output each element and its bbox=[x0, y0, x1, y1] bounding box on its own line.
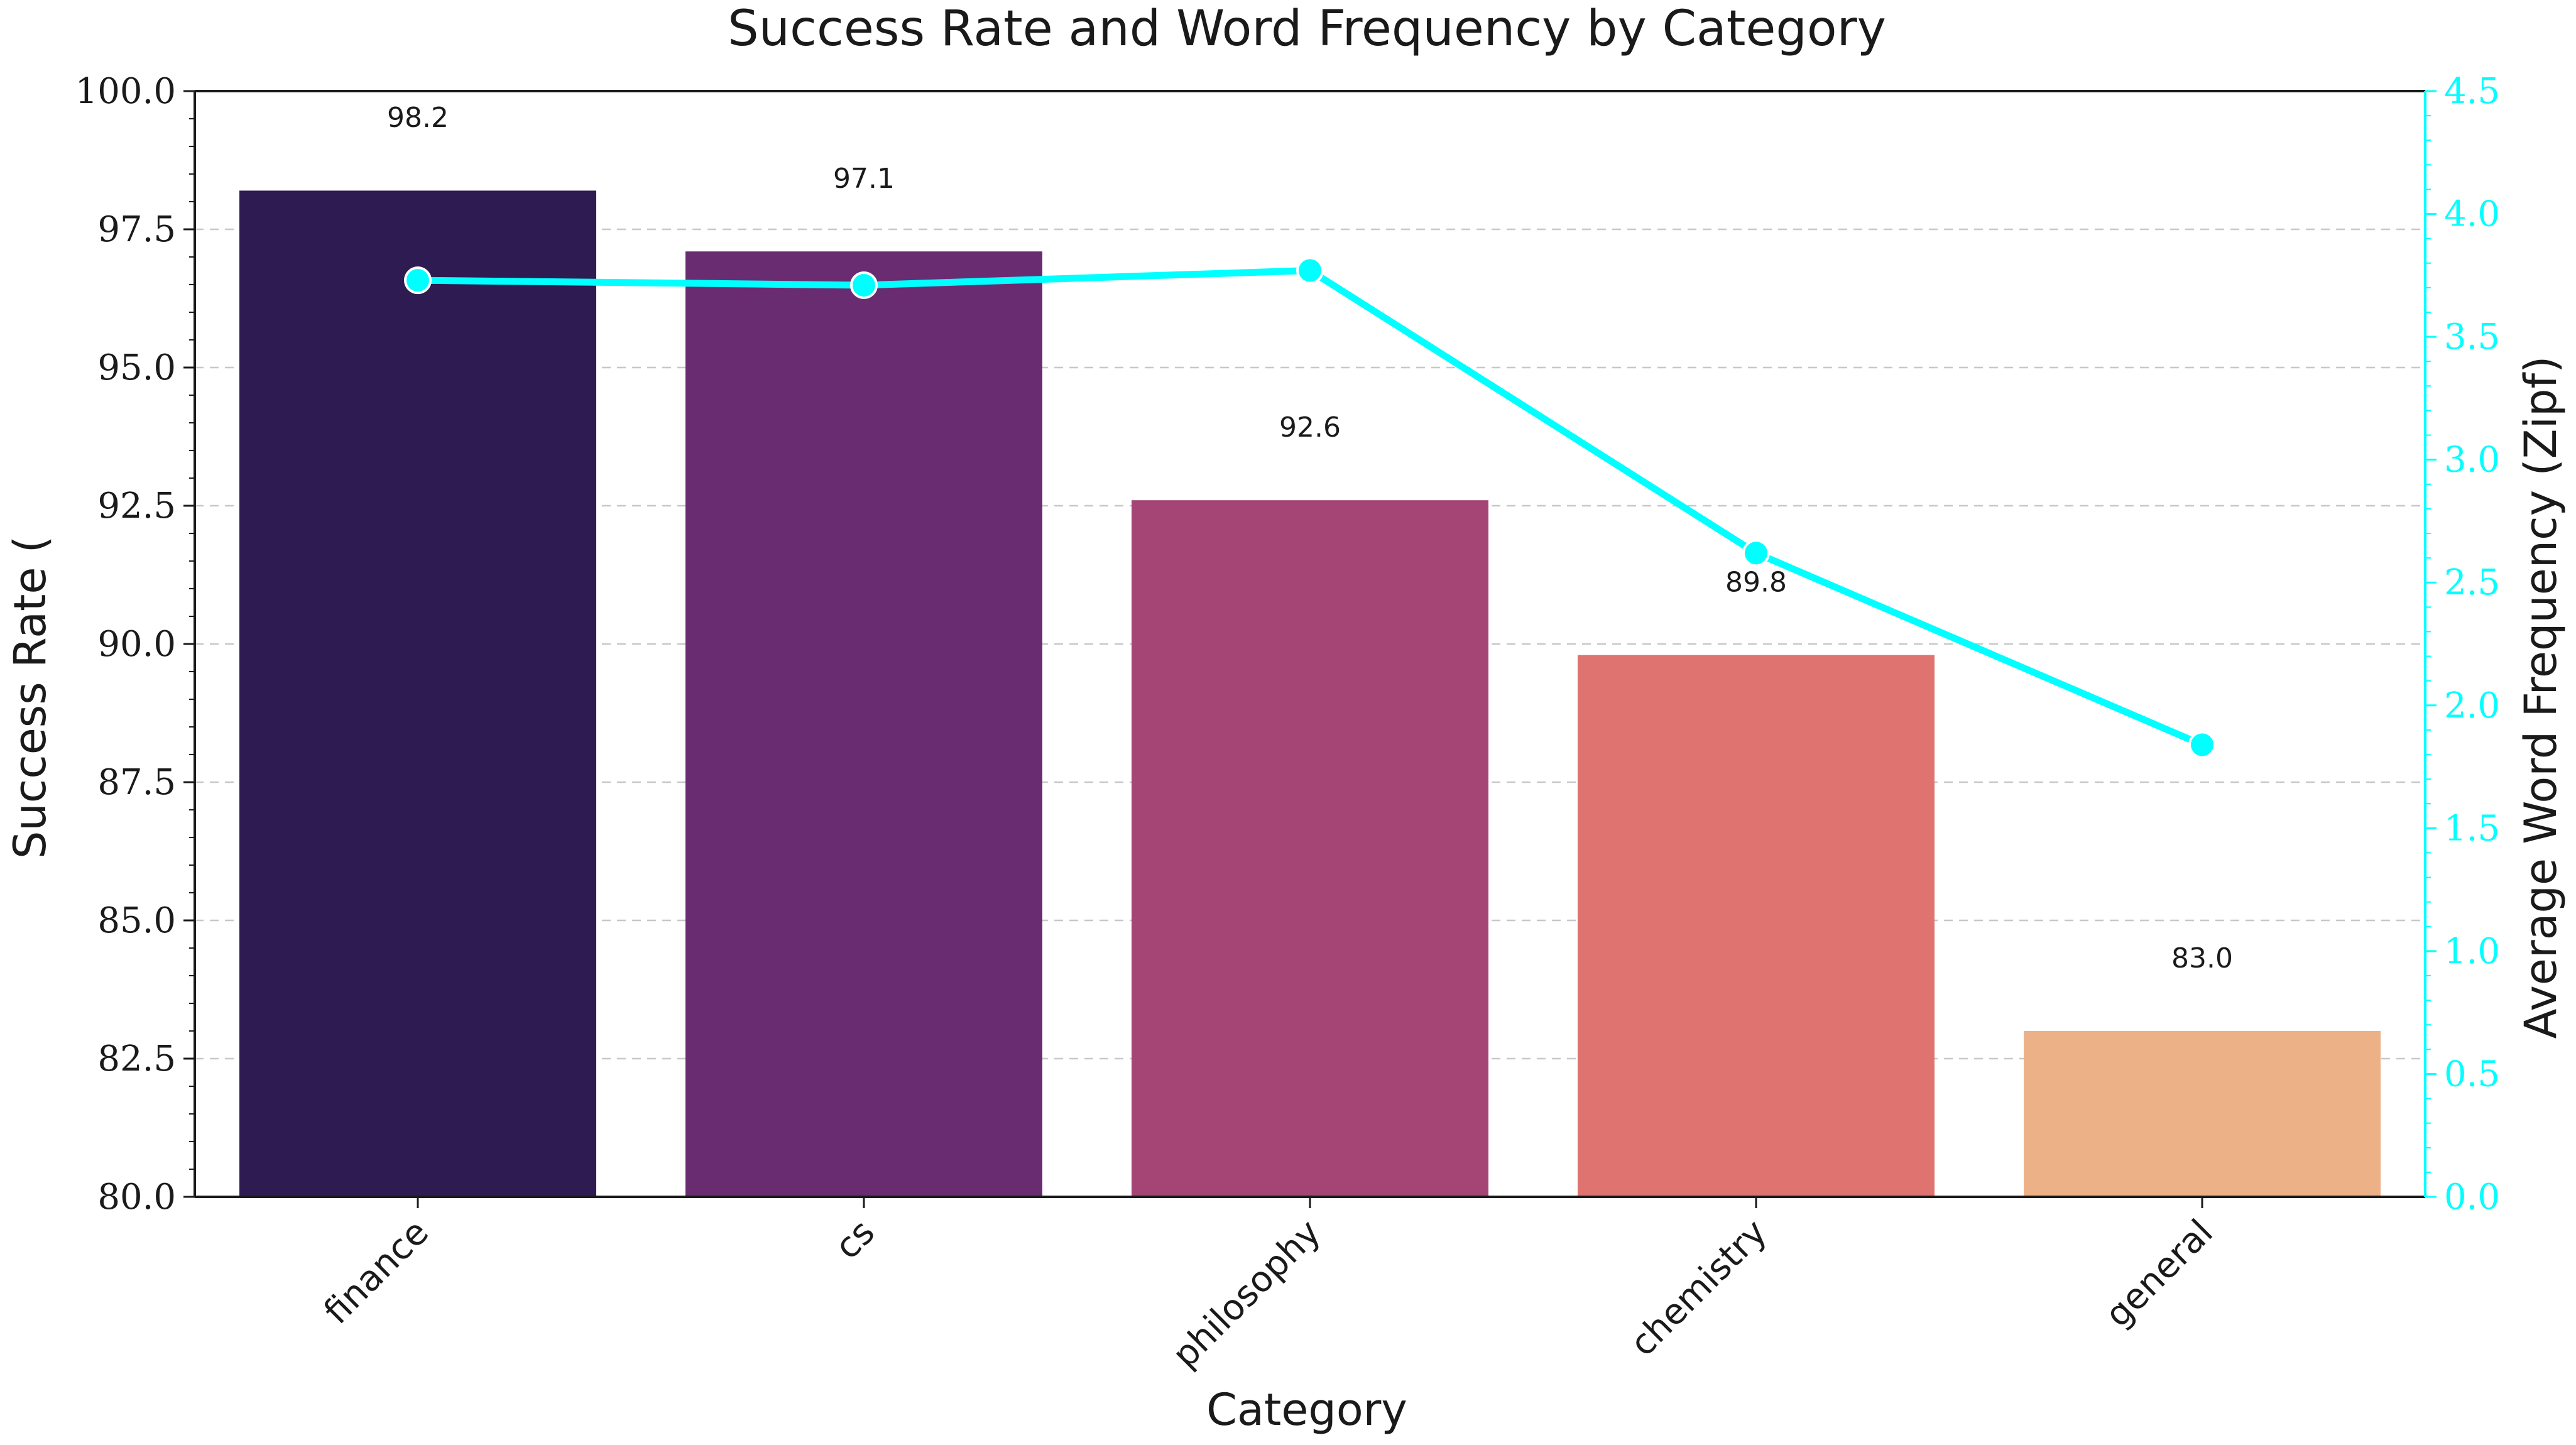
y-tick-label: 92.5 bbox=[97, 486, 176, 526]
bar-general bbox=[2024, 1031, 2381, 1197]
y-tick-label: 80.0 bbox=[97, 1177, 176, 1218]
y-tick-label: 95.0 bbox=[97, 347, 176, 388]
y2-axis-label: Average Word Frequency (Zipf) bbox=[2515, 356, 2567, 1039]
line-point bbox=[850, 271, 878, 299]
bar-value-label: 97.1 bbox=[833, 163, 895, 195]
y2-tick-label: 0.5 bbox=[2444, 1054, 2500, 1094]
bar-cs bbox=[685, 251, 1042, 1197]
y2-tick-label: 4.5 bbox=[2444, 71, 2500, 112]
y-tick-label: 100.0 bbox=[75, 71, 176, 112]
y2-tick-label: 1.5 bbox=[2444, 808, 2500, 849]
y2-tick-label: 3.5 bbox=[2444, 317, 2500, 357]
x-tick-label: cs bbox=[827, 1212, 883, 1267]
bar-finance bbox=[239, 190, 596, 1197]
x-tick-label: general bbox=[2097, 1212, 2220, 1335]
left-axis-ticks: 80.0 82.5 85.0 87.5 90.0 92.5 95.0 97.5 100.0 bbox=[75, 71, 195, 1218]
y-tick-label: 97.5 bbox=[97, 209, 176, 250]
line-point bbox=[1296, 256, 1324, 285]
x-tick-label: chemistry bbox=[1622, 1212, 1775, 1365]
bar-value-label: 89.8 bbox=[1725, 566, 1787, 598]
y2-tick-label: 3.0 bbox=[2444, 440, 2500, 481]
y-tick-label: 90.0 bbox=[97, 624, 176, 665]
y-tick-label: 82.5 bbox=[97, 1039, 176, 1079]
x-axis-ticks: finance cs philosophy chemistry general bbox=[316, 1197, 2221, 1376]
y2-tick-label: 1.0 bbox=[2444, 931, 2500, 972]
bar-chemistry bbox=[1578, 655, 1935, 1197]
x-tick-label: finance bbox=[316, 1212, 437, 1333]
bar-value-label: 83.0 bbox=[2171, 942, 2233, 974]
y2-tick-label: 2.0 bbox=[2444, 685, 2500, 726]
bar-labels: 98.2 97.1 92.6 89.8 83.0 bbox=[387, 102, 2233, 974]
bars bbox=[239, 190, 2381, 1197]
line-point bbox=[404, 266, 432, 295]
bar-philosophy bbox=[1132, 500, 1488, 1197]
y-axis-label: Success Rate ( bbox=[4, 536, 56, 859]
y2-tick-label: 2.5 bbox=[2444, 562, 2500, 603]
bar-value-label: 98.2 bbox=[387, 102, 449, 134]
y-tick-label: 87.5 bbox=[97, 762, 176, 803]
y-tick-label: 85.0 bbox=[97, 900, 176, 941]
chart-title: Success Rate and Word Frequency by Categ… bbox=[728, 1, 1886, 57]
line-point bbox=[1742, 539, 1770, 567]
y2-tick-label: 4.0 bbox=[2444, 194, 2500, 235]
x-axis-label: Category bbox=[1206, 1384, 1407, 1436]
line-point bbox=[2188, 731, 2216, 759]
bar-value-label: 92.6 bbox=[1279, 412, 1341, 444]
x-tick-label: philosophy bbox=[1165, 1212, 1329, 1376]
right-axis-ticks: 0.0 0.5 1.0 1.5 2.0 2.5 3.0 3.5 4.0 4.5 bbox=[2425, 71, 2500, 1218]
line-series bbox=[404, 256, 2216, 759]
y2-tick-label: 0.0 bbox=[2444, 1177, 2500, 1218]
